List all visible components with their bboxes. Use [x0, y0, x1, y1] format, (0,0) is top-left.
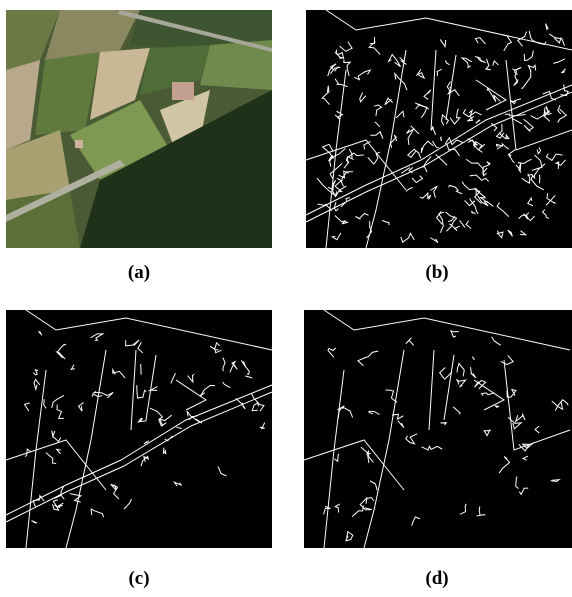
figure: (a) (b) (c) (d) — [0, 0, 572, 597]
edge-map — [306, 10, 572, 248]
caption: (b) — [425, 262, 448, 283]
caption: (a) — [128, 262, 150, 283]
caption: (d) — [425, 568, 448, 589]
edge-map — [304, 310, 572, 548]
figure-page: {"figure": {"panels": [{"caption": "(a)"… — [0, 0, 572, 597]
aerial-image — [6, 10, 272, 248]
village — [172, 82, 194, 100]
building — [75, 140, 83, 148]
caption: (c) — [128, 568, 149, 589]
